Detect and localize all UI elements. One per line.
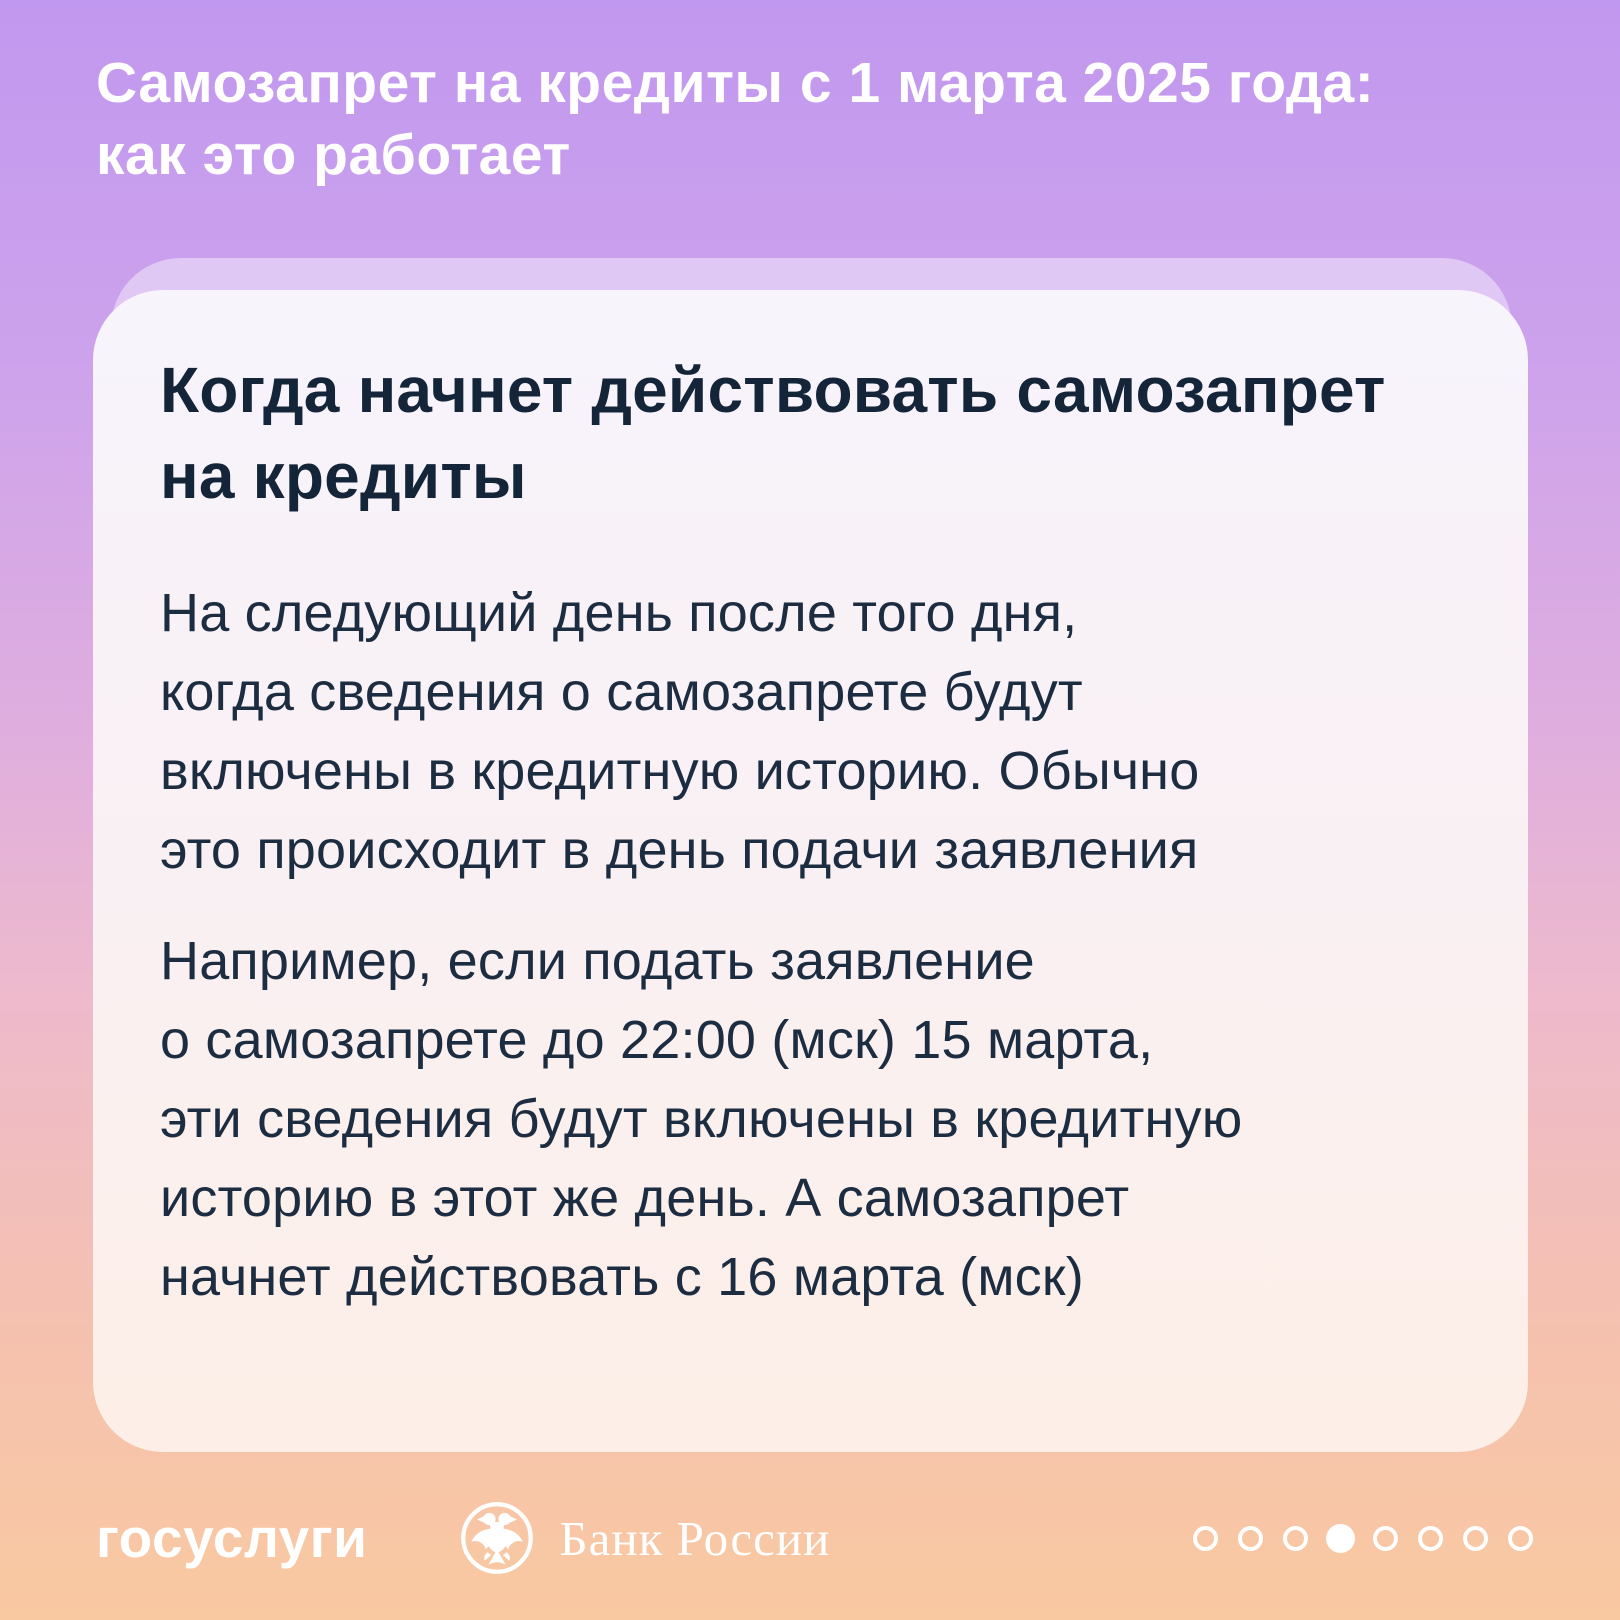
pagination-dot[interactable] — [1508, 1525, 1533, 1551]
pagination-dot[interactable] — [1283, 1525, 1308, 1551]
page-title: Самозапрет на кредиты с 1 марта 2025 год… — [96, 51, 1375, 187]
card-paragraph: На следующий день после того дня, когда … — [160, 582, 1200, 880]
pagination-dot[interactable] — [1373, 1525, 1398, 1551]
pagination-dot[interactable] — [1418, 1525, 1443, 1551]
info-card: Когда начнет действовать самозапрет на к… — [93, 290, 1528, 1452]
pagination-dot-active[interactable] — [1326, 1523, 1355, 1553]
pagination-dot[interactable] — [1193, 1525, 1218, 1551]
footer: госуслуги Банк России — [96, 1496, 1533, 1580]
card-heading: Когда начнет действовать самозапрет на к… — [160, 354, 1386, 512]
bank-of-russia-logo: Банк России — [459, 1500, 830, 1576]
bank-of-russia-label: Банк России — [559, 1510, 831, 1566]
gosuslugi-logo: госуслуги — [96, 1507, 368, 1569]
double-headed-eagle-icon — [461, 1502, 534, 1574]
pagination-dot[interactable] — [1238, 1525, 1263, 1551]
card-paragraph: Например, если подать заявление о самоза… — [160, 930, 1243, 1308]
pagination-dot[interactable] — [1463, 1525, 1488, 1551]
pagination-dots — [1193, 1523, 1533, 1553]
